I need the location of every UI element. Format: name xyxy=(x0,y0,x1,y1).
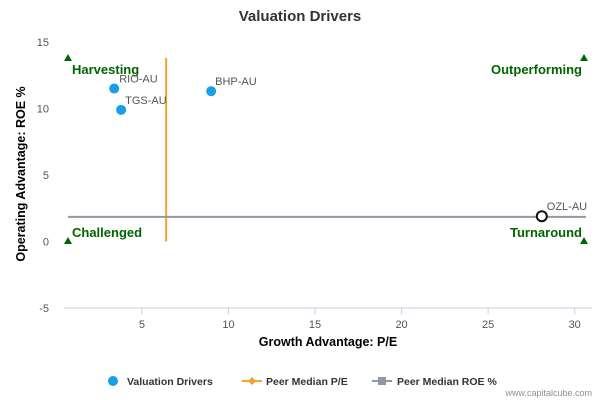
x-axis-title: Growth Advantage: P/E xyxy=(259,335,397,349)
legend-item-peer-median-pe[interactable]: Peer Median P/E xyxy=(242,376,348,388)
x-tick-label: 20 xyxy=(395,319,407,331)
point-rio-au xyxy=(109,83,120,94)
triangle-marker xyxy=(64,237,72,244)
point-bhp-au xyxy=(206,86,217,97)
y-tick-label: 10 xyxy=(37,104,49,116)
quadrant-label-bottom-right: Turnaround xyxy=(510,225,582,240)
quadrant-label-top-left: Harvesting xyxy=(72,62,139,77)
triangle-marker xyxy=(580,237,588,244)
legend-marker-peer-median-pe xyxy=(248,377,256,385)
reference-lines xyxy=(68,57,586,242)
point-label-bhp-au: BHP-AU xyxy=(215,76,257,88)
x-axis-ticks: 5 10 15 20 25 30 xyxy=(139,308,581,331)
legend-label-valuation-drivers: Valuation Drivers xyxy=(127,376,213,388)
x-tick-label: 5 xyxy=(139,319,145,331)
legend-label-peer-median-roe: Peer Median ROE % xyxy=(397,376,497,388)
x-tick-label: 10 xyxy=(222,319,234,331)
y-tick-label: 5 xyxy=(43,170,49,182)
triangle-marker xyxy=(580,54,588,61)
legend-item-peer-median-roe[interactable]: Peer Median ROE % xyxy=(372,376,497,388)
credit-text: www.capitalcube.com xyxy=(504,388,592,398)
quadrant-label-top-right: Outperforming xyxy=(491,62,582,77)
data-points: RIO-AU TGS-AU BHP-AU OZL-AU xyxy=(109,74,587,223)
quadrant-corner-markers xyxy=(64,54,588,244)
legend-marker-valuation-drivers xyxy=(108,376,118,386)
point-label-rio-au: RIO-AU xyxy=(119,74,158,86)
legend: Valuation Drivers Peer Median P/E Peer M… xyxy=(108,376,497,388)
chart-title: Valuation Drivers xyxy=(239,8,362,25)
quadrant-labels: Harvesting Outperforming Challenged Turnaro… xyxy=(72,62,582,240)
point-ozl-au xyxy=(535,210,548,223)
triangle-marker xyxy=(64,54,72,61)
x-tick-label: 25 xyxy=(482,319,494,331)
y-tick-label: -5 xyxy=(39,303,49,315)
y-tick-label: 0 xyxy=(43,237,49,249)
x-tick-label: 15 xyxy=(309,319,321,331)
point-label-tgs-au: TGS-AU xyxy=(125,95,167,107)
y-axis-title: Operating Advantage: ROE % xyxy=(14,86,28,261)
x-tick-label: 30 xyxy=(569,319,581,331)
point-tgs-au xyxy=(116,104,127,115)
legend-item-valuation-drivers[interactable]: Valuation Drivers xyxy=(108,376,213,388)
y-axis-ticks: -5 0 5 10 15 xyxy=(37,37,49,315)
quadrant-label-bottom-left: Challenged xyxy=(72,225,142,240)
legend-label-peer-median-pe: Peer Median P/E xyxy=(266,376,348,388)
y-tick-label: 15 xyxy=(37,37,49,49)
point-label-ozl-au: OZL-AU xyxy=(547,201,587,213)
legend-marker-peer-median-roe xyxy=(378,377,386,385)
